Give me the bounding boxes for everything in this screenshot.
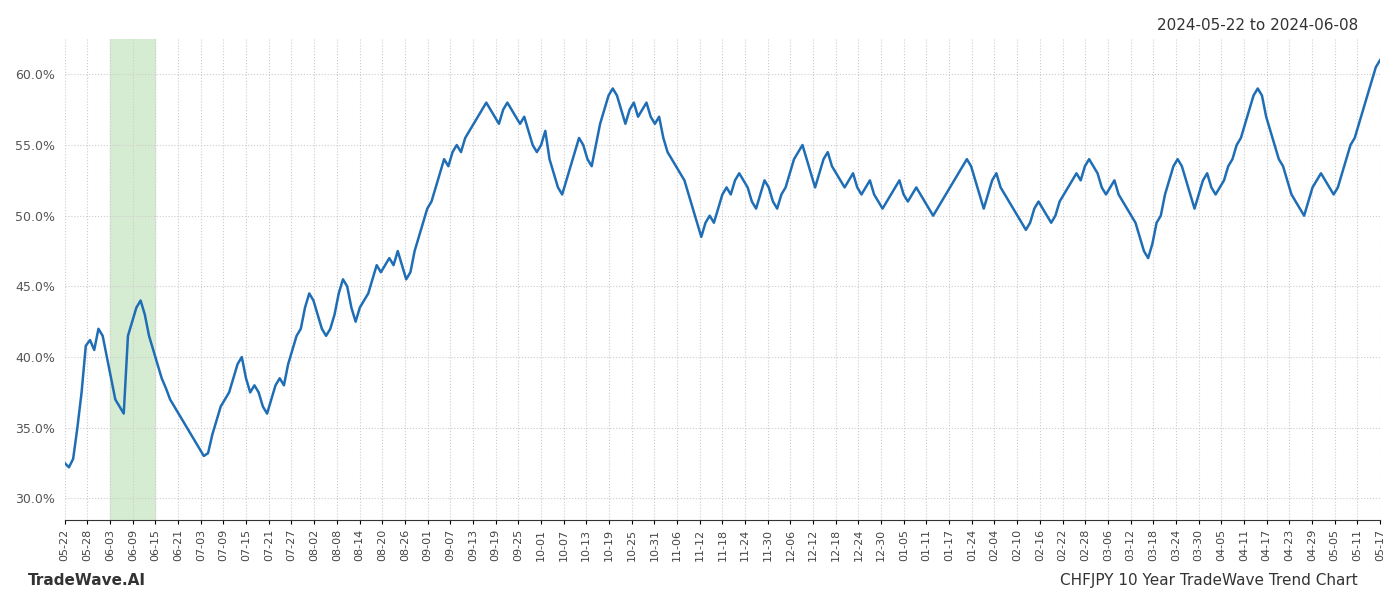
Text: TradeWave.AI: TradeWave.AI bbox=[28, 573, 146, 588]
Bar bbox=[111, 39, 155, 520]
Text: 2024-05-22 to 2024-06-08: 2024-05-22 to 2024-06-08 bbox=[1156, 18, 1358, 33]
Text: CHFJPY 10 Year TradeWave Trend Chart: CHFJPY 10 Year TradeWave Trend Chart bbox=[1060, 573, 1358, 588]
